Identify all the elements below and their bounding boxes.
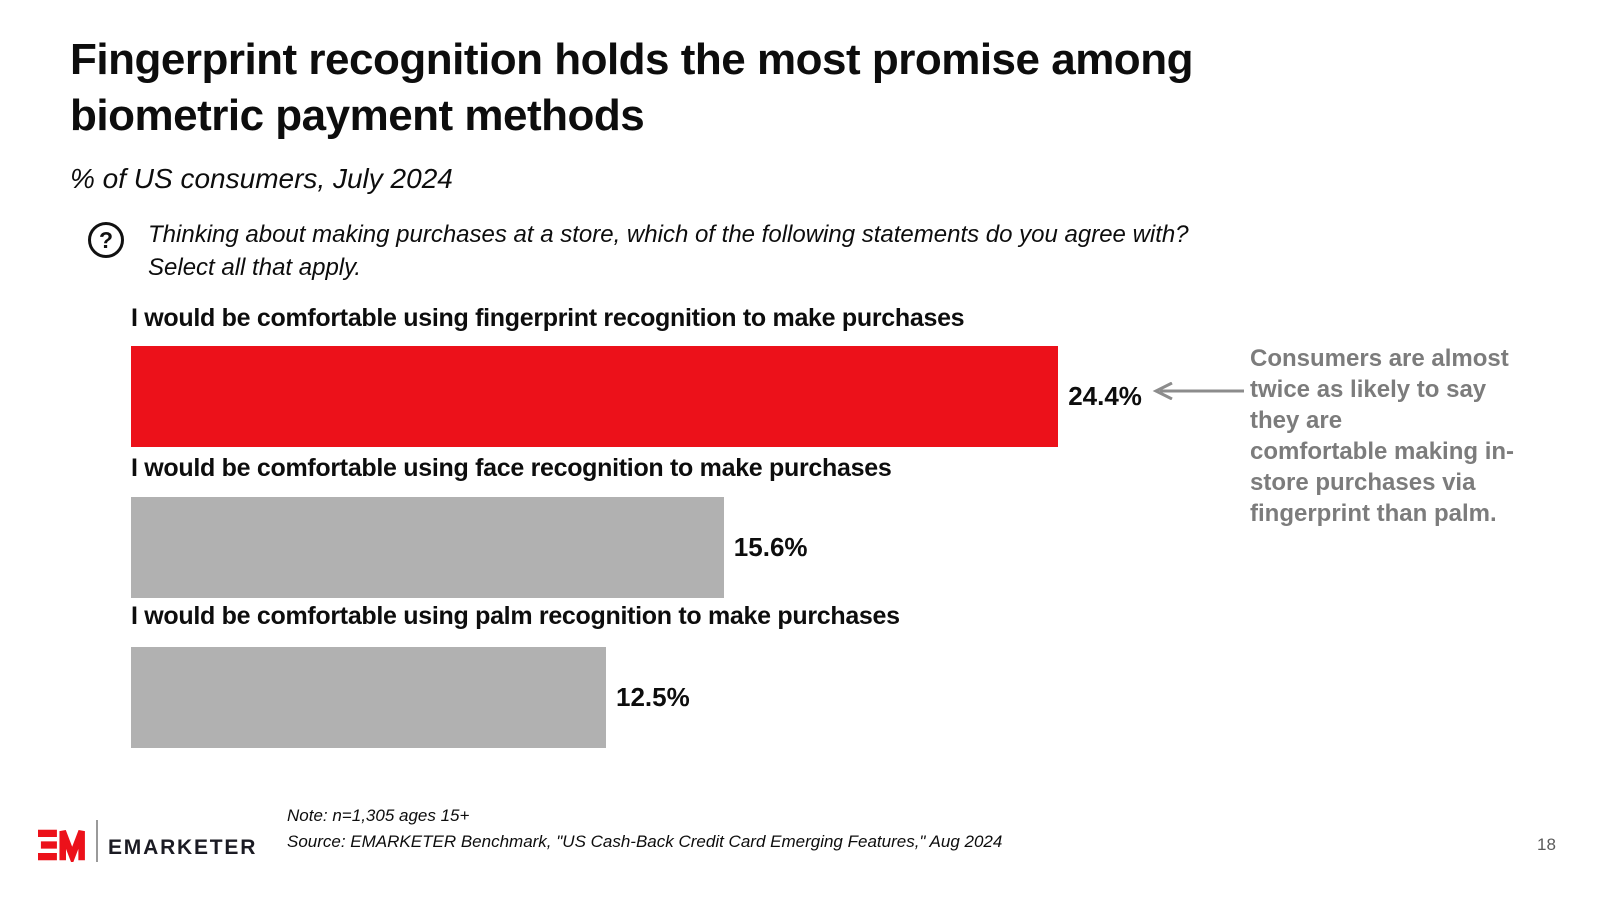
survey-question-text: Thinking about making purchases at a sto…: [148, 221, 1189, 281]
bar-label-fingerprint: I would be comfortable using fingerprint…: [131, 304, 965, 332]
bar-palm: [131, 647, 606, 748]
question-mark-icon: ?: [88, 222, 124, 258]
chart-source: Source: EMARKETER Benchmark, "US Cash-Ba…: [287, 832, 1003, 851]
bar-value-fingerprint: 24.4%: [1068, 381, 1142, 411]
chart-note: Note: n=1,305 ages 15+: [287, 806, 470, 825]
annotation-callout: Consumers are almost twice as likely to …: [1250, 345, 1515, 527]
bar-fingerprint: [131, 346, 1059, 447]
bar-label-palm: I would be comfortable using palm recogn…: [131, 602, 900, 630]
brand-name: EMARKETER: [108, 836, 258, 859]
emarketer-logo-icon: [38, 829, 85, 862]
page-subtitle: % of US consumers, July 2024: [70, 163, 453, 194]
bar-row: 12.5%: [131, 647, 690, 748]
logo-divider: [96, 820, 98, 862]
bar-row: 24.4%: [131, 346, 1142, 447]
bar-value-face: 15.6%: [733, 532, 808, 562]
left-arrow-icon: [1152, 382, 1244, 400]
bar-face: [131, 497, 724, 598]
bar-row: 15.6%: [131, 497, 808, 598]
page-number: 18: [1537, 835, 1556, 854]
bar-label-face: I would be comfortable using face recogn…: [131, 454, 892, 482]
page-title: Fingerprint recognition holds the most p…: [70, 35, 1193, 140]
bar-value-palm: 12.5%: [616, 682, 690, 712]
